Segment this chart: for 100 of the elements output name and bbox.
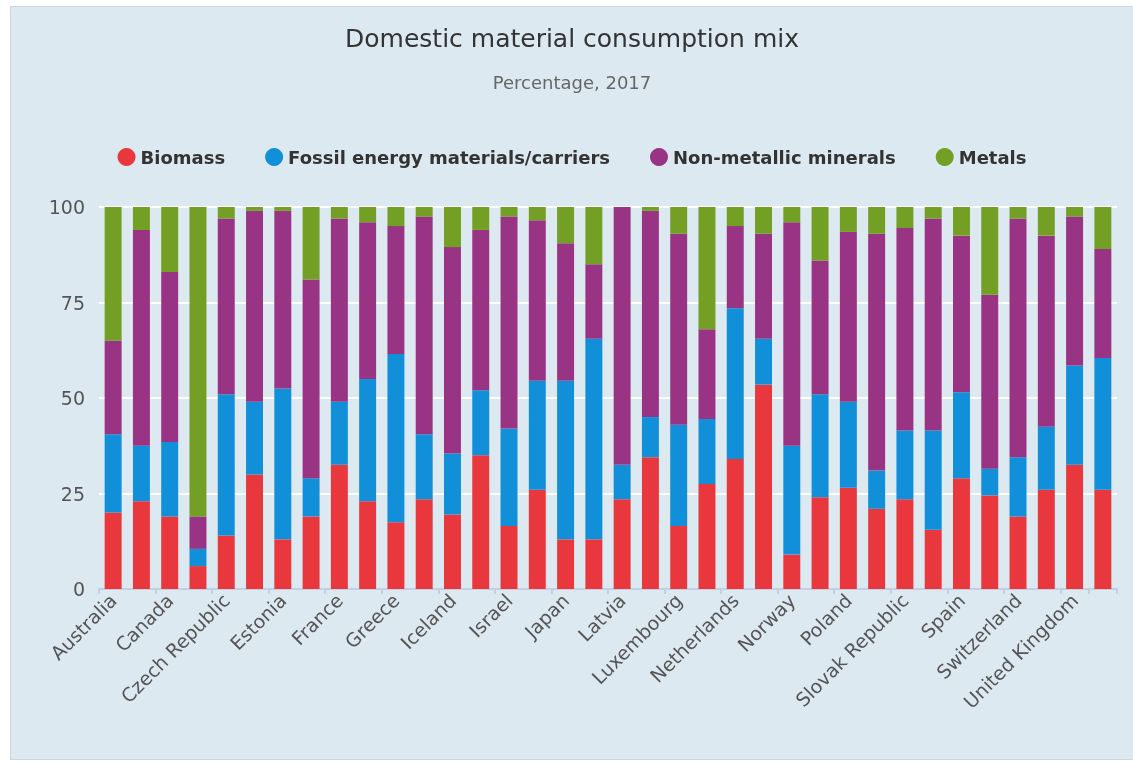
- bar: [415, 216, 433, 435]
- y-tick-label: 25: [60, 482, 85, 505]
- bar: [811, 207, 829, 261]
- bar: [443, 453, 461, 515]
- bar: [528, 207, 546, 221]
- legend-label: Fossil energy materials/carriers: [288, 146, 610, 168]
- bar: [1037, 235, 1055, 427]
- bar: [557, 380, 575, 540]
- bar: [839, 401, 857, 488]
- bar: [161, 441, 179, 517]
- bar: [302, 516, 320, 589]
- bar: [387, 207, 405, 227]
- bar: [868, 233, 886, 471]
- bar: [981, 468, 999, 496]
- bar: [104, 340, 122, 435]
- bar: [924, 529, 942, 589]
- bar: [981, 207, 999, 295]
- bar: [896, 228, 914, 431]
- bar: [868, 470, 886, 509]
- bar: [557, 243, 575, 381]
- bar: [359, 207, 377, 223]
- bar: [585, 539, 603, 589]
- bar: [924, 218, 942, 431]
- bar: [246, 207, 264, 211]
- bar: [104, 434, 122, 513]
- bar: [528, 220, 546, 381]
- bar: [415, 499, 433, 589]
- bar: [359, 378, 377, 502]
- bar: [246, 210, 264, 402]
- bar: [783, 207, 801, 223]
- bar: [896, 207, 914, 229]
- bar: [217, 207, 235, 219]
- bar: [500, 216, 518, 429]
- bar: [1009, 218, 1027, 458]
- bar: [952, 207, 970, 236]
- bar: [189, 566, 207, 589]
- bar: [472, 207, 490, 230]
- bar: [585, 338, 603, 540]
- bar: [132, 229, 150, 446]
- bar: [1094, 249, 1112, 358]
- bar: [1037, 489, 1055, 589]
- bar: [359, 222, 377, 379]
- bar: [161, 207, 179, 272]
- bar: [952, 392, 970, 479]
- bar: [670, 525, 688, 589]
- bar: [161, 516, 179, 589]
- bar: [302, 478, 320, 517]
- bar: [670, 233, 688, 425]
- chart-subtitle: Percentage, 2017: [492, 71, 652, 93]
- chart-title: Domestic material consumption mix: [345, 24, 799, 53]
- bar: [387, 226, 405, 355]
- y-tick-label: 100: [48, 196, 85, 218]
- bar: [1009, 207, 1027, 219]
- bar: [698, 207, 716, 330]
- y-tick-label: 75: [60, 291, 85, 314]
- bar: [585, 264, 603, 339]
- legend-label: Biomass: [140, 146, 226, 168]
- y-tick-label: 50: [60, 387, 85, 409]
- bar: [924, 207, 942, 219]
- bar: [387, 354, 405, 523]
- bar: [755, 384, 773, 589]
- bar: [500, 207, 518, 217]
- bar: [952, 478, 970, 589]
- bar: [132, 207, 150, 230]
- bar: [189, 516, 207, 549]
- bar: [868, 508, 886, 589]
- bar: [811, 260, 829, 395]
- bar: [189, 207, 207, 517]
- bar: [330, 218, 348, 402]
- bar: [1094, 489, 1112, 589]
- bar: [641, 417, 659, 458]
- bar: [132, 445, 150, 502]
- bar: [755, 207, 773, 234]
- bar: [1066, 216, 1084, 366]
- bar: [839, 231, 857, 402]
- bar: [387, 522, 405, 589]
- bar: [613, 499, 631, 589]
- bar: [1094, 207, 1112, 250]
- bar: [217, 535, 235, 589]
- bar: [415, 434, 433, 500]
- bar: [726, 207, 744, 227]
- bar: [613, 207, 631, 465]
- bar: [726, 308, 744, 460]
- bar: [585, 207, 603, 265]
- bar: [1066, 464, 1084, 589]
- bar: [783, 554, 801, 589]
- bar: [472, 455, 490, 589]
- bar: [104, 512, 122, 589]
- bar: [528, 380, 546, 490]
- bar: [415, 207, 433, 217]
- bar: [274, 210, 292, 389]
- bar: [161, 271, 179, 442]
- bar: [981, 294, 999, 469]
- legend-label: Metals: [958, 146, 1027, 168]
- bar: [443, 207, 461, 248]
- bar: [500, 525, 518, 589]
- bar: [104, 207, 122, 341]
- bar: [528, 489, 546, 589]
- bar: [698, 483, 716, 589]
- bar: [726, 459, 744, 589]
